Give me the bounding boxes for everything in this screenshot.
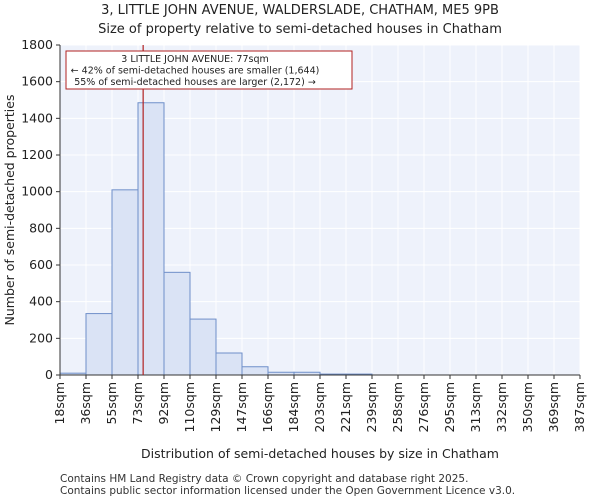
x-tick-label: 55sqm [104,382,119,425]
x-tick-label: 221sqm [338,382,353,432]
x-tick-label: 36sqm [78,382,93,425]
y-tick-label: 400 [29,294,53,309]
x-tick-label: 350sqm [520,382,535,432]
histogram-bar [111,189,139,376]
x-tick-label: 239sqm [364,382,379,432]
y-tick-label: 800 [29,220,53,235]
y-tick-label: 1400 [21,110,53,125]
histogram-bar [241,366,269,376]
y-tick-label: 0 [45,367,53,382]
footer-line1: Contains HM Land Registry data © Crown c… [60,473,469,485]
x-tick-label: 184sqm [286,382,301,432]
x-tick-label: 313sqm [468,382,483,432]
x-tick-label: 258sqm [390,382,405,432]
histogram-bar [163,271,191,376]
x-tick-label: 369sqm [546,382,561,432]
x-tick-label: 18sqm [52,382,67,425]
y-tick-label: 1000 [21,184,53,199]
y-tick-label: 1800 [21,37,53,52]
chart-title-line1: 3, LITTLE JOHN AVENUE, WALDERSLADE, CHAT… [101,3,499,18]
annotation-line: ← 42% of semi-detached houses are smalle… [71,66,320,77]
chart-title-line2: Size of property relative to semi-detach… [98,22,502,37]
x-tick-label: 276sqm [416,382,431,432]
x-tick-label: 332sqm [494,382,509,432]
x-tick-label: 92sqm [156,382,171,425]
footer-line2: Contains public sector information licen… [60,485,516,497]
annotation-box [65,50,353,90]
x-tick-label: 203sqm [312,382,327,432]
annotation-line: 3 LITTLE JOHN AVENUE: 77sqm [121,54,268,65]
y-axis-label: Number of semi-detached properties [2,95,17,326]
x-tick-label: 110sqm [182,382,197,432]
y-tick-label: 200 [29,330,53,345]
y-tick-label: 600 [29,257,53,272]
x-tick-label: 73sqm [130,382,145,425]
x-axis-label: Distribution of semi-detached houses by … [141,446,499,461]
histogram-bar [215,352,243,376]
y-tick-label: 1200 [21,147,53,162]
x-tick-label: 295sqm [442,382,457,432]
histogram-bar [85,313,113,376]
x-tick-label: 129sqm [208,382,223,432]
x-tick-label: 166sqm [260,382,275,432]
histogram-bar [137,102,165,376]
histogram-bar [189,318,217,376]
x-tick-label: 387sqm [572,382,587,432]
annotation-line: 55% of semi-detached houses are larger (… [74,77,316,88]
y-tick-label: 1600 [21,74,53,89]
x-tick-label: 147sqm [234,382,249,432]
